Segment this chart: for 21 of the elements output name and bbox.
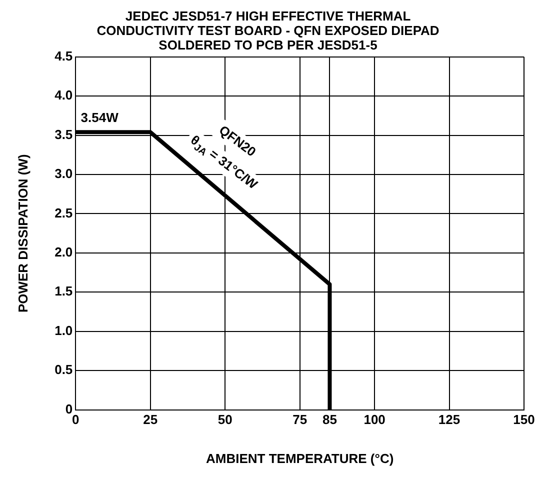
x-tick-label: 50 (218, 412, 232, 428)
y-axis-title: POWER DISSIPATION (W) (15, 154, 30, 313)
y-tick-label: 1.5 (54, 284, 73, 299)
x-tick-label: 75 (292, 412, 308, 428)
y-tick-label: 4.0 (54, 88, 73, 103)
y-tick-label: 2.5 (54, 205, 73, 220)
y-tick-label: 2.0 (54, 244, 73, 260)
x-tick-label: 100 (364, 412, 386, 428)
y-tick-label: 0.5 (54, 362, 73, 378)
x-axis-title: AMBIENT TEMPERATURE (°C) (206, 450, 394, 466)
x-tick-label: 125 (438, 412, 460, 428)
x-tick-label: 150 (513, 412, 535, 428)
annotation: 3.54W (80, 110, 120, 125)
y-tick-label: 3.0 (54, 166, 73, 182)
x-tick-label: 25 (143, 412, 158, 428)
y-tick-label: 4.5 (54, 48, 73, 64)
chart-title: JEDEC JESD51-7 HIGH EFFECTIVE THERMAL CONDUCTIVITY TEST BOARD - QFN EXPOSED DIEPAD SOLDERED TO PCB PER JESD51-5 (96, 8, 440, 52)
y-tick-label: 1.0 (54, 322, 73, 338)
y-tick-label: 3.5 (54, 126, 73, 142)
y-tick-label: 0 (65, 401, 73, 416)
x-tick-label: 85 (322, 412, 337, 428)
